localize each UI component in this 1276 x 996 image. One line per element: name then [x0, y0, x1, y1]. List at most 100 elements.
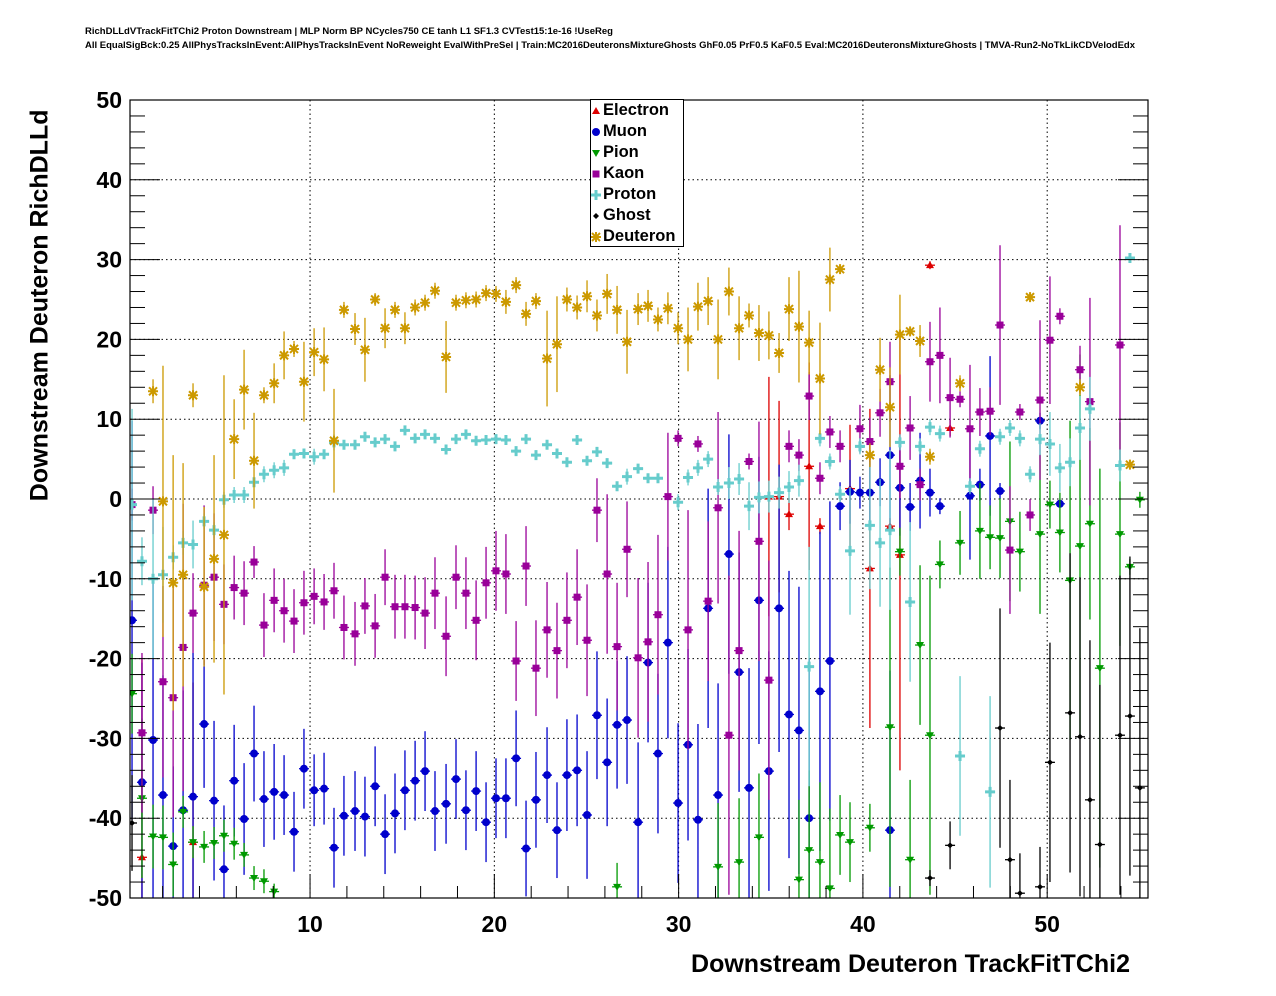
proton-point	[854, 438, 865, 455]
circle-marker	[299, 764, 308, 773]
square-marker	[543, 626, 551, 634]
square-marker-icon	[592, 170, 600, 178]
proton-point	[582, 455, 593, 466]
circle-marker	[330, 843, 339, 852]
muon-point	[359, 776, 370, 857]
kaon-point	[420, 577, 431, 650]
star-marker	[209, 553, 220, 564]
proton-point	[390, 441, 401, 452]
square-marker	[1036, 396, 1044, 404]
proton-point	[500, 434, 511, 445]
triangle-down-marker	[916, 642, 925, 650]
square-marker	[644, 638, 652, 646]
cross-marker	[591, 446, 602, 457]
cross-marker	[229, 490, 240, 501]
proton-point	[511, 446, 522, 457]
circle-marker	[663, 638, 672, 647]
deuteron-point	[1075, 379, 1085, 396]
kaon-point	[319, 574, 330, 630]
cross-marker	[530, 450, 541, 461]
diamond-marker	[1006, 856, 1013, 863]
kaon-point	[683, 510, 693, 750]
proton-point	[258, 466, 269, 483]
pion-point	[894, 527, 905, 576]
proton-point	[1025, 466, 1036, 483]
ghost-point	[1065, 553, 1076, 873]
data-marks	[130, 225, 1145, 898]
deuteron-point	[955, 375, 966, 392]
cross-marker	[582, 455, 593, 466]
cross-marker	[673, 497, 684, 508]
proton-point	[1084, 376, 1095, 441]
cross-marker	[1035, 434, 1046, 445]
star-marker	[390, 304, 401, 315]
square-marker	[260, 621, 268, 629]
y-tick-label: -10	[89, 566, 122, 592]
deuteron-point	[530, 293, 541, 310]
muon-point	[259, 751, 269, 847]
cross-marker	[995, 431, 1006, 442]
circle-marker	[400, 786, 409, 795]
triangle-down-marker	[846, 839, 855, 847]
kaon-point	[1115, 225, 1125, 465]
square-marker	[926, 358, 934, 366]
y-tick-label: 50	[96, 87, 122, 113]
square-marker	[684, 626, 692, 634]
diamond-marker	[1136, 784, 1143, 791]
pion-point	[985, 505, 996, 570]
star-marker	[744, 310, 755, 321]
star-marker	[662, 303, 673, 314]
cross-marker	[985, 786, 996, 797]
circle-marker	[482, 818, 491, 827]
kaon-point	[298, 570, 309, 635]
kaon-point	[259, 593, 269, 658]
deuteron-point	[814, 322, 825, 435]
pion-point	[995, 498, 1005, 579]
muon-point	[460, 770, 471, 851]
muon-point	[653, 673, 663, 834]
muon-point	[309, 754, 320, 827]
muon-point	[582, 751, 593, 879]
square-marker	[1026, 511, 1034, 519]
star-marker	[329, 435, 340, 446]
muon-point	[298, 728, 309, 809]
deuteron-point	[753, 305, 764, 361]
proton-point	[692, 459, 703, 476]
square-marker	[623, 545, 631, 553]
proton-point	[429, 433, 440, 444]
triangle-down-marker	[935, 561, 944, 569]
kaon-point	[329, 562, 339, 619]
square-marker	[916, 481, 924, 489]
ghost-point	[1134, 628, 1145, 898]
square-marker	[765, 676, 773, 684]
pion-point	[915, 565, 926, 725]
ghost-point	[1035, 846, 1045, 898]
triangle-down-marker	[1115, 531, 1124, 539]
deuteron-point	[551, 296, 562, 393]
series-muon	[130, 356, 1065, 898]
proton-point	[298, 448, 309, 459]
diamond-marker	[1086, 796, 1093, 803]
circle-marker	[130, 616, 137, 625]
muon-point	[622, 656, 632, 784]
kaon-point	[229, 555, 240, 620]
x-tick-label: 40	[850, 911, 876, 937]
proton-point	[399, 425, 410, 436]
muon-point	[561, 719, 572, 831]
muon-point	[985, 356, 996, 516]
circle-marker	[986, 431, 995, 440]
kaon-point	[338, 595, 349, 660]
cross-marker	[814, 433, 825, 444]
star-marker	[521, 308, 532, 319]
star-marker	[229, 434, 240, 445]
muon-point	[370, 746, 381, 827]
square-marker	[956, 395, 964, 403]
deuteron-point	[148, 379, 159, 404]
star-marker-icon	[591, 232, 601, 242]
circle-marker	[290, 827, 299, 836]
star-marker	[441, 351, 452, 362]
deuteron-point	[692, 282, 703, 331]
star-marker	[269, 378, 280, 389]
circle-marker	[653, 749, 662, 758]
triangle-down-marker	[219, 832, 228, 840]
